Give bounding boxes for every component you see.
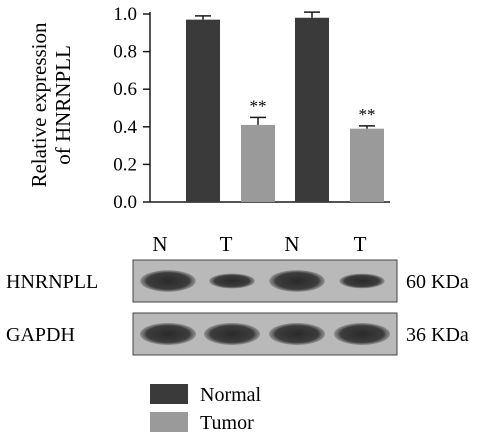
y-axis-title-line1: Relative expression	[27, 22, 51, 188]
lane-label: T	[220, 232, 233, 256]
legend-label-normal: Normal	[200, 384, 262, 406]
blot-protein-label: GAPDH	[6, 324, 75, 346]
blot-band	[269, 270, 325, 292]
bar-normal	[295, 17, 329, 203]
lane-label: N	[284, 232, 299, 256]
y-tick-label: 1.0	[113, 4, 137, 25]
y-tick-label: 0.6	[113, 79, 137, 100]
y-tick-label: 0.8	[113, 42, 137, 63]
bars: ** **	[186, 11, 384, 203]
legend-label-tumor: Tumor	[200, 412, 254, 434]
blot-band	[339, 273, 385, 289]
significance-label: **	[359, 105, 376, 124]
lane-label: N	[152, 232, 167, 256]
significance-label: **	[250, 96, 267, 115]
bar-normal	[186, 19, 220, 202]
blot-size-label: 36 KDa	[406, 324, 469, 346]
blot-size-label: 60 KDa	[406, 271, 469, 293]
legend-swatch-normal	[150, 384, 188, 404]
y-ticks: 0.0 0.2 0.4 0.6 0.8 1.0	[113, 4, 150, 213]
blot-band	[204, 323, 260, 345]
y-tick-label: 0.2	[113, 154, 137, 175]
bar-tumor	[350, 128, 384, 202]
lane-label: T	[354, 232, 367, 256]
blot-band	[209, 273, 255, 289]
blot-band	[269, 323, 325, 345]
western-blot: HNRNPLL 60 KDa GAPDH 36 KDa	[6, 259, 469, 356]
blot-band	[140, 270, 196, 292]
y-tick-label: 0.0	[113, 192, 137, 213]
blot-protein-label: HNRNPLL	[6, 271, 98, 293]
y-axis-title-line2: of HNRNPLL	[51, 45, 75, 165]
blot-band	[140, 323, 196, 345]
legend: Normal Tumor	[150, 384, 262, 434]
legend-swatch-tumor	[150, 412, 188, 432]
blot-band	[334, 323, 390, 345]
bar-tumor	[241, 124, 275, 202]
y-tick-label: 0.4	[113, 117, 137, 138]
